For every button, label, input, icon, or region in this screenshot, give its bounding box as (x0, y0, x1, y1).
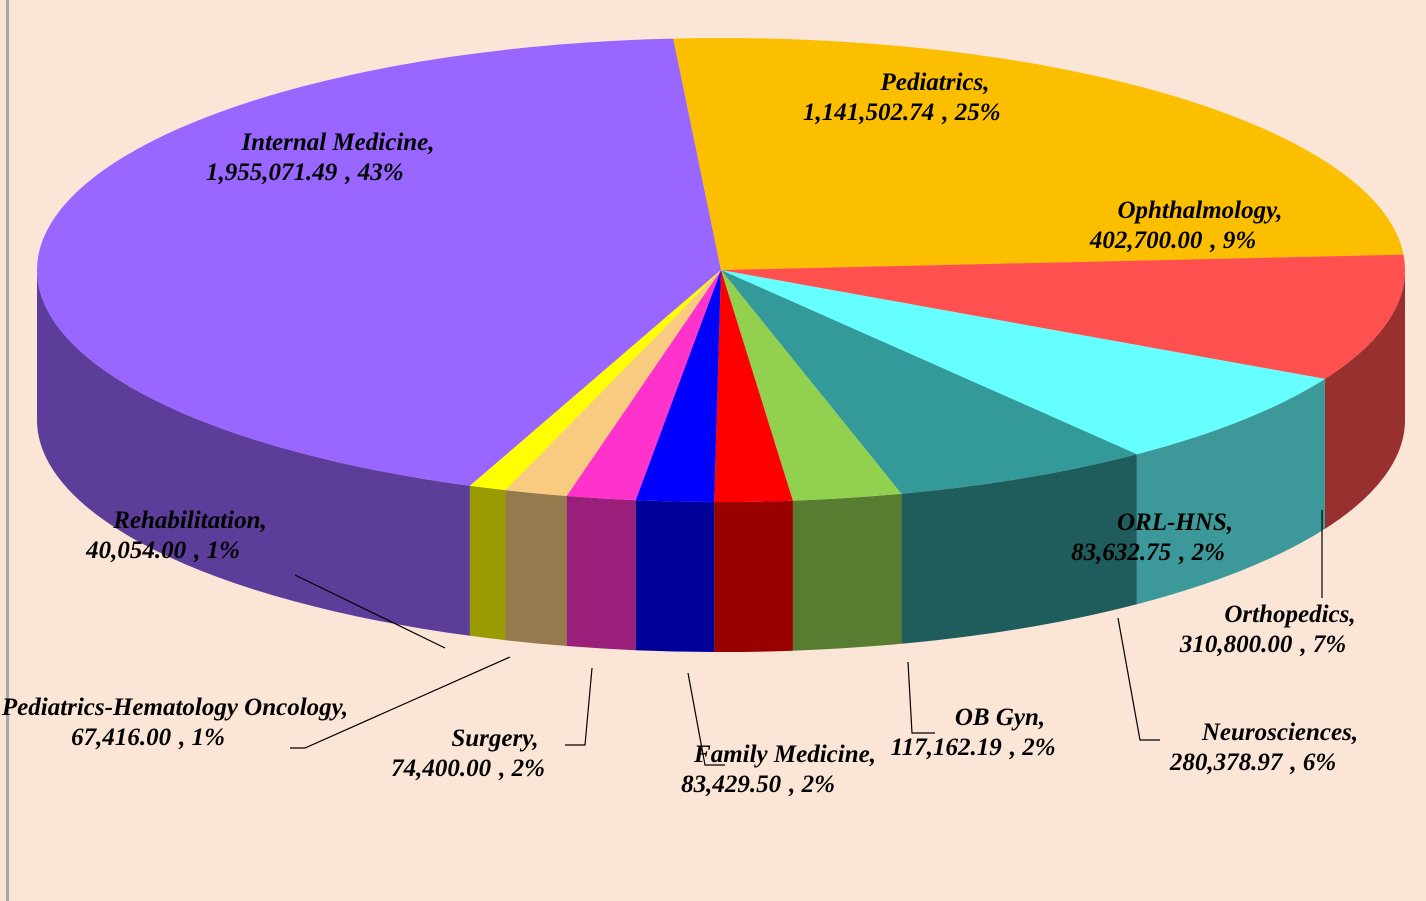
value-label: 67,416.00 (71, 724, 172, 751)
category-label: Neurosciences, (1201, 719, 1358, 746)
slice-side (792, 493, 902, 651)
leader-line (1117, 617, 1160, 741)
data-labels: Internal Medicine, 1,955,071.49, 43% Pedia… (1, 69, 1358, 798)
data-label: Pediatrics, 1,141,502.74 , 25% (803, 69, 1001, 126)
data-label: Family Medicine, 83,429.50, 2% (681, 741, 876, 798)
data-label: Orthopedics, 310,800.00, 7% (1179, 601, 1356, 658)
leader-line (687, 672, 725, 766)
slice-side (1324, 270, 1405, 529)
data-label: Neurosciences, 280,378.97, 6% (1169, 719, 1358, 776)
value-label: 83,429.50 (681, 771, 782, 798)
slice (469, 270, 721, 491)
slice (714, 270, 793, 502)
left-border (6, 0, 9, 901)
slice (505, 270, 721, 497)
percent-label: , 25% (941, 99, 1000, 126)
leader-line (565, 667, 593, 746)
leader-line (907, 661, 935, 734)
category-label: ORL-HNS, (1117, 509, 1233, 536)
percent-label: , 2% (498, 755, 545, 782)
data-label: Internal Medicine, 1,955,071.49, 43% (206, 129, 434, 186)
data-label: Rehabilitation, 40,054.00, 1% (85, 507, 267, 564)
slice-side (469, 485, 506, 641)
slice (673, 38, 1404, 270)
slice (635, 270, 721, 502)
data-label: Pediatrics-Hematology Oncology, 67,416.00… (1, 694, 348, 751)
slice (721, 270, 1325, 455)
value-label: 402,700.00 (1089, 227, 1203, 254)
slice-side (1136, 378, 1325, 605)
data-label: OB Gyn, 117,162.19, 2% (891, 704, 1056, 761)
percent-label: , 7% (1299, 631, 1346, 658)
value-label: 40,054.00 (85, 537, 187, 564)
data-label: Surgery, 74,400.00, 2% (391, 725, 545, 782)
slice (721, 270, 902, 501)
slice-side (901, 454, 1137, 644)
category-label: Surgery, (451, 725, 538, 752)
value-label: 1,141,502.74 (803, 99, 934, 126)
category-label: Pediatrics, (879, 69, 989, 96)
value-label: 83,632.75 (1071, 539, 1171, 566)
slice-side (505, 490, 567, 647)
percent-label: , 2% (1009, 734, 1056, 761)
slice (37, 38, 721, 486)
value-label: 117,162.19 (891, 734, 1003, 761)
data-label: Ophthalmology, 402,700.00, 9% (1089, 197, 1283, 254)
value-label: 74,400.00 (391, 755, 492, 782)
value-label: 310,800.00 (1179, 631, 1293, 658)
category-label: Ophthalmology, (1117, 197, 1282, 224)
slice-side (714, 500, 793, 652)
percent-label: , 1% (178, 724, 225, 751)
category-label: Internal Medicine, (240, 129, 434, 156)
leader-line (290, 656, 511, 749)
slice (721, 254, 1405, 379)
leader-line (294, 574, 446, 649)
leader-lines (290, 510, 1323, 766)
slice-side (566, 496, 636, 651)
percent-label: , 2% (1178, 539, 1225, 566)
category-label: Pediatrics-Hematology Oncology, (1, 694, 348, 721)
category-label: Orthopedics, (1224, 601, 1355, 628)
percent-label: , 1% (193, 537, 240, 564)
percent-label: , 9% (1209, 227, 1256, 254)
category-label: Rehabilitation, (112, 507, 267, 534)
value-label: 280,378.97 (1169, 749, 1284, 776)
percent-label: , 43% (344, 159, 403, 186)
percent-label: , 2% (788, 771, 835, 798)
slice (721, 270, 1137, 494)
slice-side (37, 270, 470, 636)
category-label: OB Gyn, (955, 704, 1045, 731)
slice-side (635, 500, 715, 652)
percent-label: , 6% (1289, 749, 1336, 776)
slice (566, 270, 721, 501)
pie-sides (37, 270, 1405, 652)
data-label: ORL-HNS, 83,632.75 , 2% (1071, 509, 1233, 566)
category-label: Family Medicine, (693, 741, 876, 768)
pie-tops (37, 38, 1405, 502)
value-label: 1,955,071.49 (206, 159, 338, 186)
